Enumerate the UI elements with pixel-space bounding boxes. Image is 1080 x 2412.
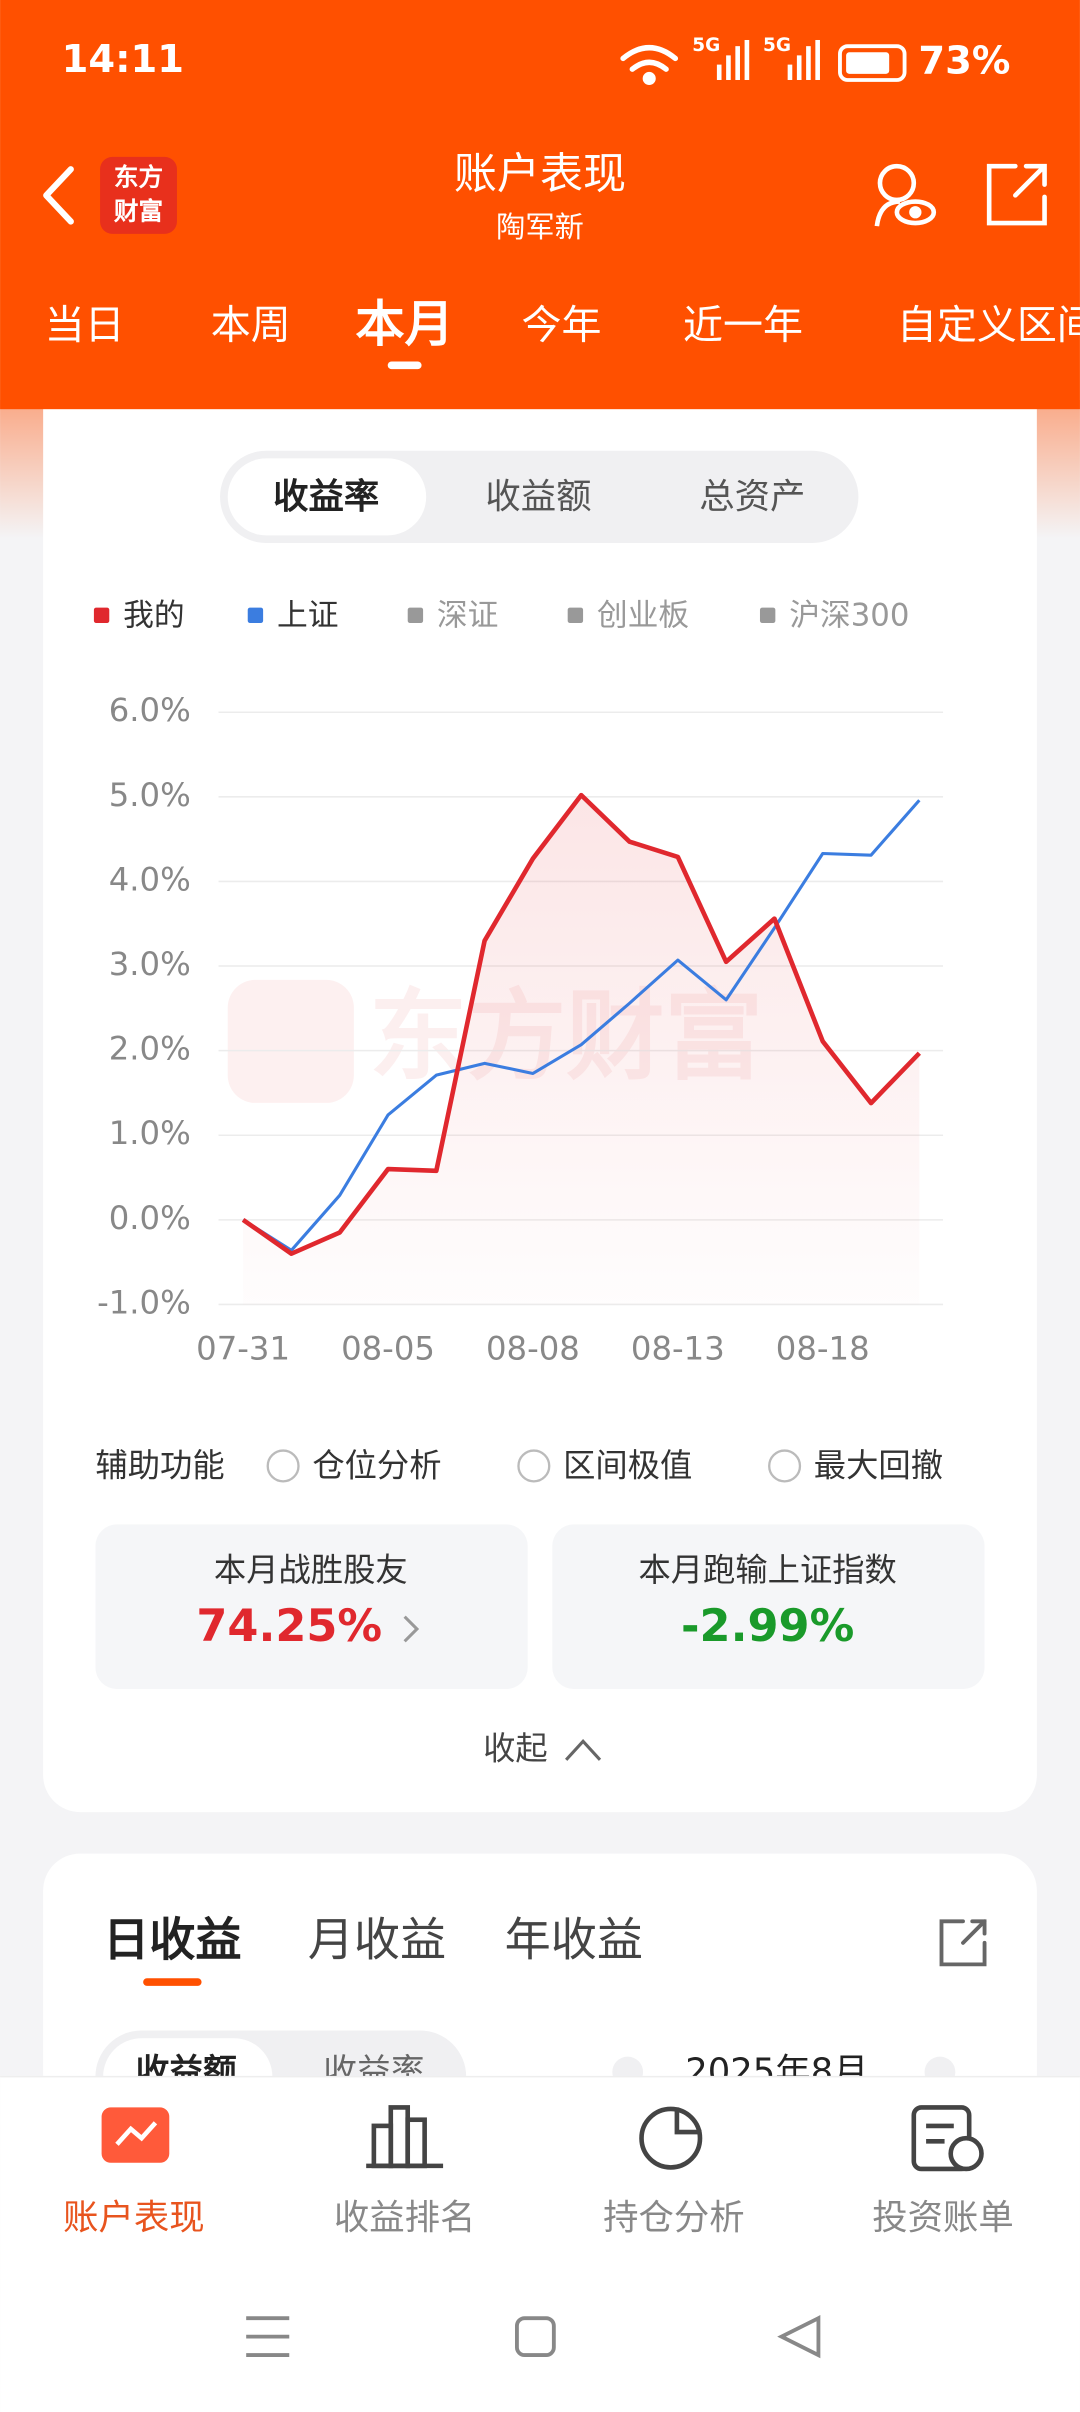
y-tick-label: 6.0% (109, 691, 191, 729)
earnings-tab[interactable]: 年收益 (505, 1912, 643, 1966)
earnings-tabs: 日收益 月收益 年收益 (103, 1912, 643, 1986)
nav-icon (101, 2107, 170, 2163)
tool-radio[interactable] (517, 1449, 551, 1483)
period-tab[interactable]: 当日 (45, 303, 125, 349)
network-label: 5G (692, 35, 720, 56)
x-tick-label: 08-05 (341, 1330, 435, 1368)
tools-label: 辅助功能 (95, 1447, 224, 1485)
metric-tab[interactable]: 总资产 (699, 476, 805, 517)
y-tick-label: -1.0% (97, 1283, 191, 1321)
status-time: 14:11 (62, 37, 184, 82)
nav-label[interactable]: 收益排名 (334, 2198, 476, 2239)
tool-option[interactable]: 最大回撤 (814, 1447, 943, 1485)
tool-option[interactable]: 仓位分析 (312, 1447, 441, 1485)
period-tab[interactable]: 今年 (522, 303, 602, 349)
signal-icon (787, 39, 820, 80)
view-icon[interactable] (874, 163, 937, 227)
tool-radio[interactable] (768, 1449, 802, 1483)
tool-option[interactable]: 区间极值 (563, 1447, 692, 1485)
legend-swatch (247, 607, 264, 623)
system-nav (246, 2315, 821, 2359)
legend-label[interactable]: 创业板 (597, 597, 689, 633)
legend-swatch (407, 607, 424, 623)
signal-icon (716, 39, 750, 80)
nav-label[interactable]: 账户表现 (63, 2198, 205, 2239)
y-tick-label: 1.0% (109, 1114, 191, 1152)
y-tick-label: 0.0% (109, 1199, 191, 1237)
legend-swatch (567, 607, 584, 623)
network-label: 5G (763, 35, 791, 56)
stat-card[interactable] (552, 1524, 985, 1690)
collapse-icon (565, 1739, 602, 1761)
period-tabs: 当日 本周 本月 今年 近一年 自定义区间 (45, 295, 1080, 370)
metric-tab[interactable]: 收益额 (485, 476, 591, 517)
nav-items: 账户表现 收益排名 持仓分析 投资账单 (63, 2198, 1014, 2239)
logo-text: 东方 (114, 162, 163, 191)
wifi-icon (620, 45, 679, 85)
legend-label[interactable]: 我的 (123, 597, 185, 633)
line (241, 792, 921, 1256)
nav-icon (639, 2106, 703, 2170)
period-tab[interactable]: 本周 (211, 303, 291, 349)
x-tick-label: 08-18 (776, 1330, 870, 1368)
earnings-tab[interactable]: 月收益 (308, 1912, 446, 1966)
stats: 本月战胜股友 74.25% 本月跑输上证指数 -2.99% (95, 1524, 985, 1690)
page-title: 账户表现 (454, 149, 626, 199)
legend-label[interactable]: 沪深300 (789, 597, 909, 633)
stat-label: 本月跑输上证指数 (638, 1551, 896, 1589)
page-subtitle: 陶军新 (496, 210, 584, 244)
share-icon[interactable] (986, 163, 1047, 226)
active-indicator (387, 361, 422, 370)
logo (100, 156, 177, 234)
nav-icon (366, 2105, 444, 2169)
logo-text: 财富 (114, 196, 163, 225)
y-tick-label: 4.0% (109, 860, 191, 898)
period-tab[interactable]: 自定义区间 (897, 303, 1080, 349)
back-button[interactable] (43, 166, 74, 225)
earnings-tab[interactable]: 日收益 (103, 1912, 241, 1966)
x-tick-label: 07-31 (196, 1330, 290, 1368)
stat-value: 74.25% (196, 1600, 382, 1652)
collapse[interactable]: 收起 (483, 1730, 548, 1768)
tool-radio[interactable] (266, 1449, 300, 1483)
area (243, 795, 920, 1305)
battery-icon (838, 44, 907, 82)
y-tick-label: 3.0% (109, 945, 191, 983)
chart: 我的上证深证创业板沪深300东方财富-1.0%0.0%1.0%2.0%3.0%4… (93, 597, 944, 1368)
legend-swatch (759, 607, 776, 623)
nav-label[interactable]: 投资账单 (872, 2198, 1014, 2239)
battery-text: 73% (918, 39, 1010, 84)
stat-chevron (403, 1615, 420, 1643)
battery-level (846, 52, 890, 74)
stat-value: -2.99% (681, 1600, 854, 1652)
nav-icon (911, 2105, 984, 2172)
legend-label[interactable]: 上证 (277, 597, 339, 633)
metric-active (227, 458, 427, 536)
period-tab[interactable]: 本月 (355, 295, 453, 353)
metric-tabs: 收益率 收益额 总资产 (273, 476, 805, 517)
tools: 仓位分析 区间极值 最大回撤 (266, 1447, 943, 1485)
earnings-share[interactable] (939, 1919, 987, 1967)
line (242, 799, 921, 1252)
x-tick-label: 08-08 (486, 1330, 580, 1368)
watermark-logo (227, 979, 354, 1103)
legend-swatch (93, 607, 110, 623)
y-tick-label: 5.0% (109, 776, 191, 814)
x-tick-label: 08-13 (631, 1330, 725, 1368)
legend-label[interactable]: 深证 (437, 597, 499, 633)
stat-label: 本月战胜股友 (214, 1551, 408, 1589)
stat-card[interactable] (95, 1524, 528, 1690)
earnings-indicator (143, 1978, 202, 1986)
metric-tab[interactable]: 收益率 (273, 476, 379, 517)
nav-label[interactable]: 持仓分析 (603, 2198, 745, 2239)
period-tab[interactable]: 近一年 (683, 303, 803, 349)
y-tick-label: 2.0% (109, 1030, 191, 1068)
